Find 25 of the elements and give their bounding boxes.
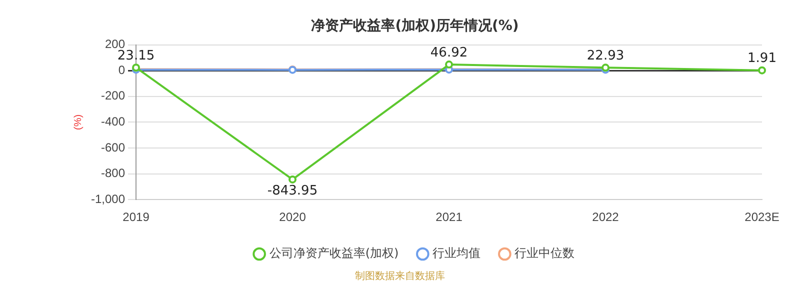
point — [288, 175, 297, 184]
point — [445, 60, 454, 69]
text: 制图数据来自数据库 — [354, 270, 446, 284]
point — [758, 66, 766, 74]
data-label: 23.15 — [117, 48, 155, 64]
x-tick-label: 2021 — [436, 210, 463, 224]
y-tick-label: -400 — [100, 114, 126, 129]
chart-title: 净资产收益率(加权)历年情况(%) — [311, 17, 519, 34]
x-tick-label: 2023E — [744, 210, 780, 224]
data-label: 22.93 — [586, 48, 624, 64]
data-label: -843.95 — [267, 183, 318, 198]
data-label: 1.91 — [748, 51, 776, 66]
x-tick-label: 2020 — [279, 210, 306, 224]
x-tick-label: 2019 — [122, 210, 150, 224]
y-tick-label: -800 — [100, 166, 126, 180]
y-tick-label: -1,000 — [90, 192, 126, 206]
y-axis-title: (%) — [72, 114, 84, 130]
y-tick-label: -200 — [100, 88, 126, 103]
y-tick-label: 0 — [118, 62, 126, 77]
y-tick-label: -600 — [100, 140, 126, 154]
legend-label: 行业均值 — [432, 246, 481, 260]
legend-label: 行业中位数 — [514, 246, 575, 260]
legend-label: 公司净资产收益率(加权) — [269, 246, 399, 260]
data-label: 46.92 — [430, 45, 468, 60]
x-tick-label: 2022 — [592, 210, 620, 224]
